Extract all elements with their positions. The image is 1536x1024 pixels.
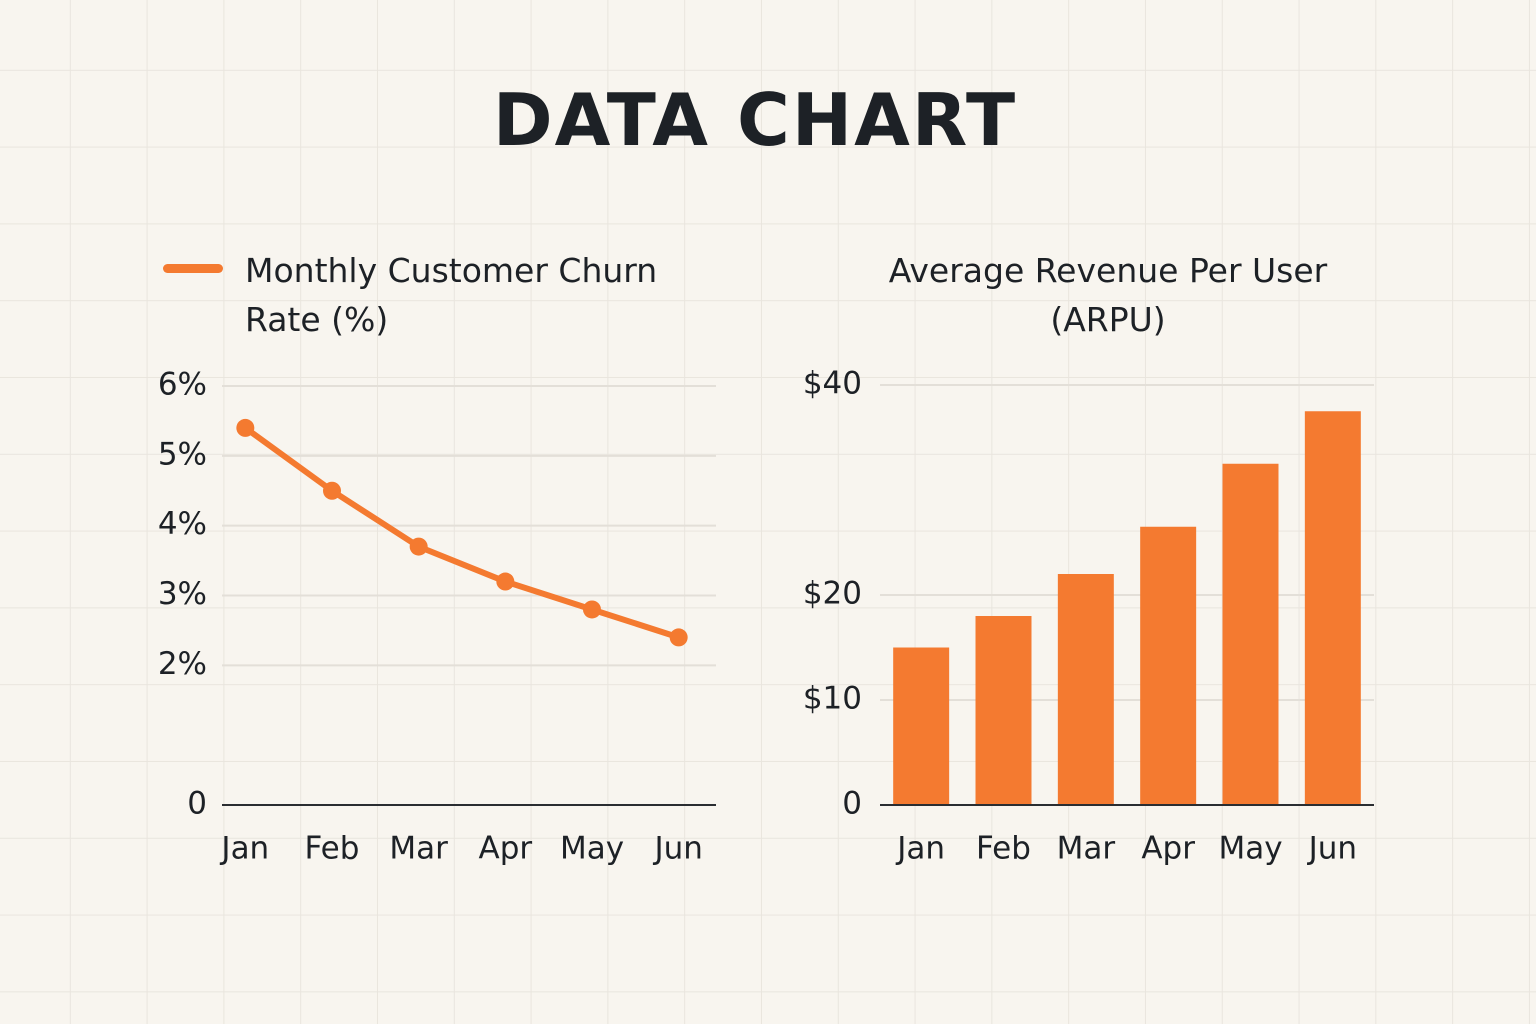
- point: [236, 418, 255, 437]
- y-tick-label: $40: [803, 366, 862, 402]
- x-tick-label: Feb: [305, 831, 360, 867]
- x-tick-label: Mar: [389, 831, 448, 867]
- bar: [1222, 463, 1279, 805]
- y-tick-label: $20: [803, 576, 862, 612]
- y-tick-label: 2%: [158, 646, 207, 682]
- x-tick-label: May: [1218, 831, 1282, 867]
- x-tick-label: May: [560, 831, 624, 867]
- point: [669, 628, 688, 647]
- point: [496, 572, 515, 591]
- x-tick-label: Apr: [479, 831, 533, 867]
- legend-label: Monthly Customer Churn Rate (%): [245, 251, 658, 339]
- x-tick-label: Feb: [976, 831, 1031, 867]
- bar: [975, 616, 1032, 805]
- y-tick-label: 0: [187, 786, 207, 822]
- x-tick-label: Jun: [1307, 831, 1357, 867]
- point: [409, 537, 428, 556]
- point: [583, 600, 601, 619]
- point: [323, 481, 341, 500]
- y-tick-label: 6%: [158, 367, 207, 403]
- legend-swatch: [163, 264, 223, 273]
- y-tick-label: 3%: [158, 576, 207, 612]
- chart-title: Average Revenue Per User (ARPU): [888, 251, 1328, 339]
- bar: [893, 647, 950, 805]
- legend: Monthly Customer Churn Rate (%): [163, 246, 715, 344]
- page-title: DATA CHART: [492, 78, 1018, 162]
- x-tick-label: Mar: [1057, 831, 1116, 867]
- bar: [1057, 574, 1114, 805]
- bar: [1304, 411, 1361, 805]
- x-tick-label: Jan: [895, 831, 945, 867]
- bar: [1140, 526, 1197, 805]
- y-tick-label: 0: [842, 786, 862, 822]
- x-tick-label: Jan: [219, 831, 269, 867]
- line: [242, 424, 682, 641]
- x-tick-label: Jun: [652, 831, 702, 867]
- x-tick-label: Apr: [1141, 831, 1195, 867]
- y-tick-label: 4%: [158, 506, 207, 542]
- y-tick-label: 5%: [158, 436, 207, 472]
- y-tick-label: $10: [803, 681, 862, 717]
